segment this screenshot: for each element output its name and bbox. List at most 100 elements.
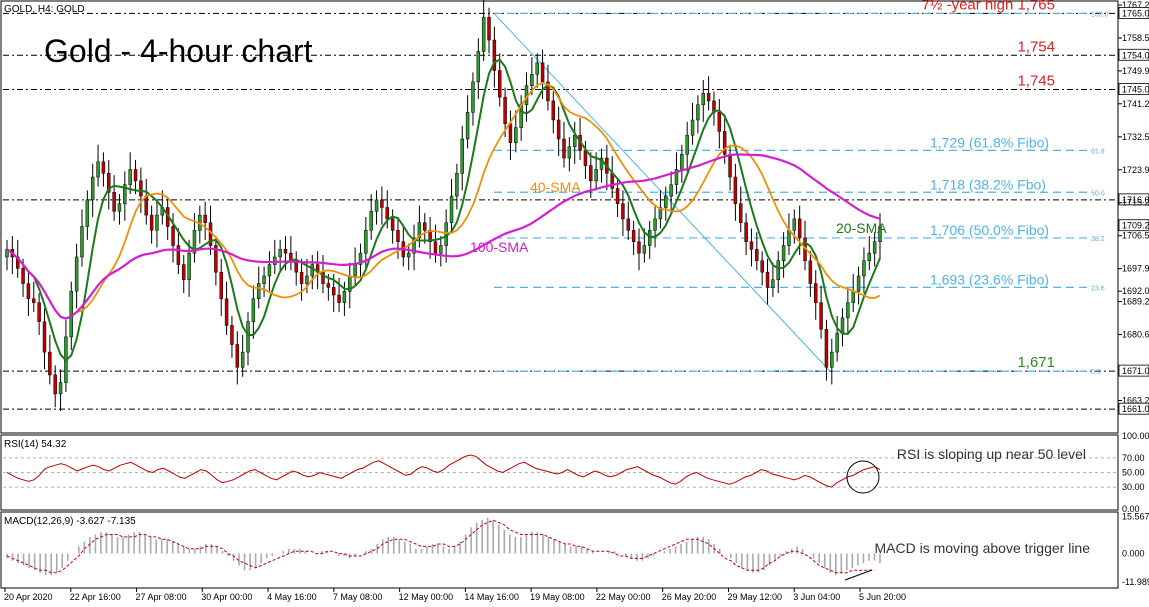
- candle-up: [856, 275, 861, 292]
- time-tick-label: 14 May 16:00: [464, 592, 519, 602]
- candle-up: [674, 169, 679, 185]
- candle-up: [257, 283, 261, 300]
- candle-down: [562, 138, 566, 159]
- price-tag-box: [1118, 7, 1149, 19]
- candle-down: [487, 16, 491, 41]
- candle-up: [642, 245, 647, 254]
- candle-up: [664, 195, 668, 208]
- sma-lines: [6, 58, 881, 362]
- candle-down: [808, 260, 813, 284]
- candle-down: [107, 172, 111, 193]
- candle-down: [621, 203, 625, 220]
- macd-signal-line: [6, 519, 875, 574]
- candle-down: [26, 283, 31, 300]
- price-tick-label: 1663.28: [1122, 395, 1149, 405]
- price-tick-label: 1754.00: [1122, 50, 1149, 60]
- candle-up: [476, 51, 481, 83]
- candle-up: [599, 157, 604, 170]
- candle-up: [835, 332, 839, 353]
- rsi-annotation: RSI is sloping up near 50 level: [897, 446, 1086, 462]
- candle-down: [176, 245, 181, 265]
- candle-down: [235, 344, 240, 368]
- sma-100-line: [6, 153, 881, 320]
- price-tag-box: [1118, 402, 1149, 415]
- candle-up: [696, 104, 700, 121]
- candle-up: [771, 279, 775, 288]
- candle-up: [878, 226, 882, 242]
- chart-title: Gold - 4-hour chart: [44, 33, 313, 69]
- candle-up: [439, 245, 443, 254]
- candle-down: [508, 123, 513, 144]
- candle-up: [647, 230, 652, 246]
- candle-down: [326, 283, 331, 288]
- price-tick-label: 1692.00: [1122, 286, 1149, 296]
- candle-up: [251, 298, 256, 322]
- candle-down: [498, 70, 502, 98]
- candle-down: [739, 203, 743, 223]
- candle-up: [465, 112, 470, 140]
- chart-labels: 40-SMA 100-SMA 20-SMA: [470, 179, 887, 255]
- candle-down: [722, 131, 727, 155]
- time-tick-label: 22 Apr 16:00: [70, 592, 121, 602]
- candle-down: [385, 207, 389, 220]
- level-label: 1,754: [1017, 38, 1055, 55]
- price-tick-label: 1745.00: [1122, 85, 1149, 95]
- fibo-tag: 50.0: [1091, 190, 1105, 197]
- price-tag-box: [1118, 219, 1149, 232]
- candle-up: [358, 252, 363, 265]
- candle-up: [246, 321, 250, 353]
- rsi-tick-label: 70.00: [1122, 453, 1145, 463]
- candle-down: [728, 153, 732, 178]
- time-axis: 20 Apr 2020 22 Apr 16:00 27 Apr 08:00 30 Ap…: [4, 588, 906, 602]
- candle-down: [139, 180, 143, 197]
- time-tick-label: 7 May 08:00: [333, 592, 383, 602]
- candle-down: [492, 39, 497, 71]
- candle-up: [690, 119, 695, 136]
- candle-down: [551, 100, 556, 121]
- candle-down: [32, 298, 36, 303]
- time-tick-label: 4 May 16:00: [267, 592, 317, 602]
- candle-up: [781, 245, 786, 262]
- candle-down: [540, 62, 545, 83]
- rsi-line: [6, 454, 881, 488]
- candle-down: [21, 268, 25, 284]
- candle-up: [658, 207, 663, 220]
- candle-down: [396, 230, 400, 242]
- candle-down: [749, 241, 754, 250]
- fibo-label: 1,718 (38.2% Fbo): [930, 176, 1046, 192]
- candle-up: [187, 252, 191, 281]
- candle-up: [353, 264, 357, 277]
- candle-up: [830, 351, 834, 368]
- candle-down: [37, 302, 41, 322]
- level-label: 7½ -year high 1,765: [922, 0, 1055, 13]
- candle-down: [144, 195, 148, 216]
- price-tag-box: [1118, 193, 1149, 206]
- candle-down: [744, 222, 748, 242]
- candle-down: [230, 325, 234, 345]
- candle-up: [117, 203, 122, 212]
- price-tick-label: 1709.21: [1122, 221, 1149, 231]
- candle-down: [42, 321, 47, 353]
- macd-panel: [0, 511, 1119, 589]
- candle-down: [337, 294, 341, 303]
- candle-up: [530, 74, 534, 86]
- macd-annotation: MACD is moving above trigger line: [874, 540, 1090, 556]
- price-tick-label: 1671.00: [1122, 366, 1149, 376]
- candle-down: [331, 287, 336, 296]
- candle-up: [872, 241, 877, 254]
- fibo-label: 1,706 (50.0% Fibo): [930, 222, 1049, 238]
- candle-up: [342, 290, 347, 303]
- candle-up: [74, 256, 79, 292]
- rsi-tick-label: 0.00: [1122, 504, 1140, 514]
- candle-up: [685, 134, 689, 155]
- time-tick-label: 29 May 12:00: [727, 592, 782, 602]
- price-tag-box: [1118, 48, 1149, 61]
- rsi-tick-label: 50.00: [1122, 468, 1145, 478]
- fibo-label: 1,693 (23.6% Fibo): [930, 271, 1049, 287]
- candle-up: [192, 230, 197, 254]
- fibo-trendline: [493, 13, 831, 372]
- candle-down: [706, 93, 711, 102]
- rsi-tick-label: 100.00: [1122, 431, 1149, 441]
- candle-down: [101, 161, 106, 174]
- candle-up: [90, 176, 95, 201]
